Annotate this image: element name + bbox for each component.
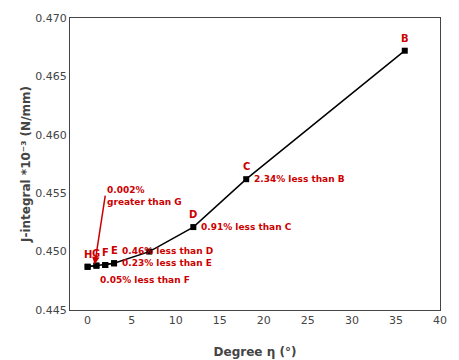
svg-text:C: C [243, 161, 250, 172]
svg-text:0.46% less than D: 0.46% less than D [122, 246, 213, 256]
svg-text:25: 25 [301, 314, 315, 327]
svg-text:G: G [92, 248, 100, 259]
svg-text:2.34% less than B: 2.34% less than B [254, 174, 345, 184]
svg-text:J-integral *10⁻³ (N/mm): J-integral *10⁻³ (N/mm) [19, 86, 33, 243]
svg-text:0.465: 0.465 [35, 70, 67, 83]
svg-text:5: 5 [128, 314, 135, 327]
svg-text:E: E [111, 245, 118, 256]
svg-text:30: 30 [345, 314, 359, 327]
svg-text:15: 15 [213, 314, 227, 327]
svg-text:0.445: 0.445 [35, 304, 67, 317]
svg-text:0.91% less than C: 0.91% less than C [201, 222, 292, 232]
svg-text:0.002%greater than G: 0.002%greater than G [107, 185, 182, 207]
svg-text:H: H [84, 249, 92, 260]
svg-text:B: B [401, 33, 409, 44]
svg-text:0.05% less than F: 0.05% less than F [100, 275, 190, 285]
svg-text:0.450: 0.450 [35, 245, 67, 258]
svg-text:35: 35 [389, 314, 403, 327]
svg-text:Degree η (°): Degree η (°) [214, 345, 297, 359]
svg-text:40: 40 [433, 314, 447, 327]
svg-text:D: D [189, 209, 197, 220]
svg-text:0.470: 0.470 [35, 12, 67, 25]
svg-text:0: 0 [84, 314, 91, 327]
svg-text:10: 10 [169, 314, 183, 327]
svg-text:0.460: 0.460 [35, 129, 67, 142]
svg-text:20: 20 [257, 314, 271, 327]
svg-text:0.455: 0.455 [35, 187, 67, 200]
svg-text:F: F [102, 247, 109, 258]
svg-text:0.23% less than E: 0.23% less than E [122, 258, 212, 268]
